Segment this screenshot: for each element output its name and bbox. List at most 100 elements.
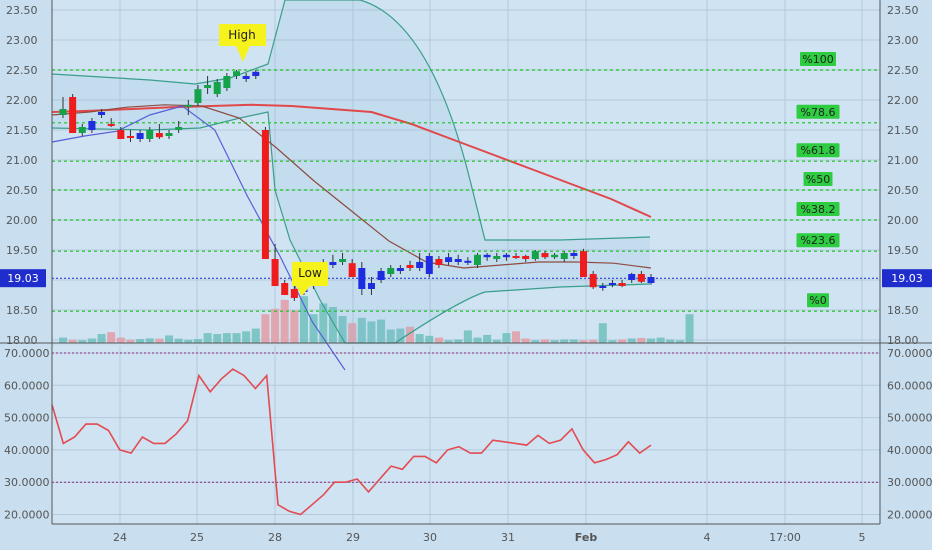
volume-bar — [222, 333, 231, 343]
time-tick-label: 5 — [859, 531, 866, 544]
price-tick-right: 18.50 — [887, 304, 919, 317]
price-tick-right: 23.50 — [887, 4, 919, 17]
price-tick-right: 18.00 — [887, 334, 919, 347]
volume-bar — [251, 328, 260, 343]
volume-bar — [136, 339, 145, 343]
volume-bar — [377, 319, 386, 343]
candle-body — [454, 259, 462, 262]
candle-body — [396, 268, 404, 271]
rsi-tick-right: 50.0000 — [887, 412, 932, 425]
moving-average-slow-line — [51, 103, 652, 218]
candle-body — [146, 130, 154, 139]
candle-body — [223, 76, 231, 88]
price-tick-right: 23.00 — [887, 34, 919, 47]
volume-bar — [107, 332, 116, 343]
rsi-tick-right: 30.0000 — [887, 476, 932, 489]
candle-body — [445, 257, 453, 262]
candle-body — [233, 71, 241, 76]
rsi-tick-left: 60.0000 — [4, 379, 50, 392]
candle-body — [78, 127, 86, 133]
current-price-text-left: 19.03 — [7, 272, 39, 285]
candle-body — [367, 283, 375, 289]
rsi-tick-right: 20.0000 — [887, 509, 932, 522]
volume-bar — [560, 339, 569, 343]
candle-body — [406, 265, 414, 268]
volume-bar — [116, 337, 125, 343]
high-callout: High — [219, 24, 266, 62]
rsi-tick-right: 40.0000 — [887, 444, 932, 457]
volume-bar — [232, 333, 241, 343]
candle-body — [165, 133, 173, 136]
time-tick-label: 31 — [501, 531, 515, 544]
volume-bar — [193, 339, 202, 343]
time-axis: 24 25 28 29 30 31 Feb 4 17:00 5 — [113, 531, 866, 544]
candle-body — [204, 85, 212, 88]
candle-body — [69, 97, 77, 133]
fib-label-box — [796, 143, 840, 158]
current-price-badge-left — [0, 269, 46, 288]
current-price-text-right: 19.03 — [891, 272, 923, 285]
volume-bar — [68, 339, 77, 343]
time-tick-label: 29 — [346, 531, 360, 544]
volume-bar — [271, 308, 280, 343]
fib-label-text: %100 — [802, 53, 833, 66]
low-callout-bubble — [292, 262, 328, 296]
low-callout-text: Low — [298, 266, 322, 280]
fib-label-text: %38.2 — [801, 203, 836, 216]
candle-body — [136, 133, 144, 139]
candle-body — [608, 283, 616, 285]
price-tick-right: 19.50 — [887, 244, 919, 257]
volume-bar — [589, 339, 598, 343]
volume-bar — [434, 337, 443, 343]
fib-label-box — [796, 233, 840, 248]
rsi-line — [51, 368, 652, 516]
fib-label-text: %0 — [809, 294, 826, 307]
volume-bar — [174, 338, 183, 343]
candle-body — [213, 82, 221, 94]
volume-bar — [521, 338, 530, 343]
high-callout-bubble — [219, 24, 266, 62]
candle-body — [107, 124, 115, 126]
volume-bar — [492, 339, 501, 343]
volume-bar — [473, 337, 482, 343]
volume-bar — [280, 299, 289, 343]
fibonacci-levels: %100 %78.6 %61.8 %50 %38.2 %23.6 %0 — [52, 52, 880, 312]
volume-bar — [675, 340, 684, 343]
volume-bar — [569, 339, 578, 343]
price-tick-right: 20.50 — [887, 184, 919, 197]
rsi-tick-left: 30.0000 — [4, 476, 50, 489]
candle-body — [522, 256, 530, 259]
volume-bar — [406, 326, 415, 343]
candle-body — [271, 259, 279, 286]
volume-bar — [319, 303, 328, 343]
volume-bar — [512, 331, 521, 343]
candle-body — [599, 286, 607, 288]
bollinger-bands — [51, 0, 651, 344]
volume-bar — [579, 340, 588, 343]
volume-bar — [328, 307, 337, 343]
volume-bar — [598, 323, 607, 343]
candle-body — [589, 274, 597, 288]
fib-label-text: %61.8 — [801, 144, 836, 157]
fib-label-box — [807, 293, 829, 308]
volume-bar — [126, 339, 135, 343]
candle-body — [560, 253, 568, 259]
rsi-panel-background — [52, 346, 880, 524]
price-panel-background — [52, 0, 880, 343]
volume-bars — [59, 296, 694, 343]
volume-bar — [261, 314, 270, 343]
price-tick-left: 19.50 — [6, 244, 38, 257]
volume-bar — [540, 339, 549, 343]
rsi-tick-right: 70.0000 — [887, 347, 932, 360]
volume-bar — [396, 328, 405, 343]
price-tick-left: 20.50 — [6, 184, 38, 197]
fib-label-text: %50 — [806, 173, 830, 186]
volume-bar — [87, 338, 96, 343]
time-tick-label: 17:00 — [769, 531, 801, 544]
candle-body — [281, 283, 289, 295]
fib-label-box — [796, 202, 840, 216]
candle-body — [377, 271, 385, 280]
candle-body — [329, 262, 337, 265]
price-tick-left: 18.50 — [6, 304, 38, 317]
